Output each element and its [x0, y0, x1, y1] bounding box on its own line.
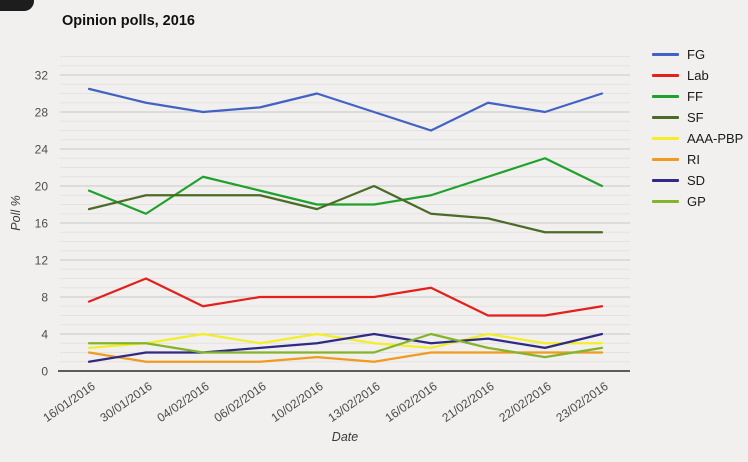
window-corner-artifact	[0, 0, 34, 11]
legend-swatch-RI	[652, 158, 679, 161]
legend-label-AAA-PBP: AAA-PBP	[687, 131, 744, 146]
series-line-GP	[87, 332, 604, 359]
x-tick-label: 10/02/2016	[268, 379, 325, 425]
y-tick-label: 8	[41, 291, 48, 305]
series-line-SD	[87, 332, 604, 363]
legend-item-Lab: Lab	[652, 65, 743, 86]
legend-swatch-GP	[652, 200, 679, 203]
y-axis-label: Poll %	[9, 195, 23, 231]
minor-gridlines	[60, 56, 630, 363]
legend-item-GP: GP	[652, 191, 743, 212]
legend-swatch-SD	[652, 179, 679, 182]
series-line-SF	[87, 184, 604, 234]
legend-swatch-AAA-PBP	[652, 137, 679, 140]
x-tick-label: 21/02/2016	[439, 379, 496, 425]
chart-title: Opinion polls, 2016	[62, 13, 195, 29]
x-tick-label: 16/02/2016	[382, 379, 439, 425]
legend-label-GP: GP	[687, 194, 706, 209]
y-tick-label: 32	[35, 69, 49, 83]
legend-item-SF: SF	[652, 107, 743, 128]
legend-swatch-SF	[652, 116, 679, 119]
legend-label-SD: SD	[687, 173, 706, 188]
legend-label-Lab: Lab	[687, 68, 709, 83]
y-tick-label: 28	[35, 106, 49, 120]
y-tick-label: 16	[35, 217, 49, 231]
legend-item-SD: SD	[652, 170, 743, 191]
legend-item-FG: FG	[652, 44, 743, 65]
x-tick-label: 30/01/2016	[97, 379, 154, 425]
y-tick-label: 20	[35, 180, 49, 194]
legend-swatch-Lab	[652, 74, 679, 77]
legend-item-FF: FF	[652, 86, 743, 107]
legend-swatch-FG	[652, 53, 679, 56]
x-axis-label: Date	[331, 430, 359, 444]
y-tick-label: 0	[41, 365, 48, 379]
series-line-FG	[87, 87, 604, 132]
x-tick-label: 16/01/2016	[40, 379, 97, 425]
y-tick-label: 4	[41, 328, 48, 342]
y-tick-labels: 0 4 8 12 16 20 24 28 32	[35, 69, 49, 379]
x-tick-label: 06/02/2016	[211, 379, 268, 425]
legend-label-FG: FG	[687, 47, 706, 62]
y-tick-label: 24	[35, 143, 49, 157]
x-tick-label: 04/02/2016	[154, 379, 211, 425]
chart-legend: FG Lab FF SF AAA-PBP RI SD GP	[652, 44, 743, 212]
legend-item-AAA-PBP: AAA-PBP	[652, 128, 743, 149]
legend-label-RI: RI	[687, 152, 700, 167]
x-tick-label: 22/02/2016	[496, 379, 553, 425]
legend-label-SF: SF	[687, 110, 704, 125]
series-line-Lab	[87, 277, 604, 317]
x-tick-label: 23/02/2016	[553, 379, 610, 425]
y-tick-label: 12	[35, 254, 49, 268]
legend-swatch-FF	[652, 95, 679, 98]
legend-label-FF: FF	[687, 89, 703, 104]
x-tick-label: 13/02/2016	[325, 379, 382, 425]
legend-item-RI: RI	[652, 149, 743, 170]
x-tick-labels: 16/01/2016 30/01/2016 04/02/2016 06/02/2016…	[40, 379, 610, 425]
